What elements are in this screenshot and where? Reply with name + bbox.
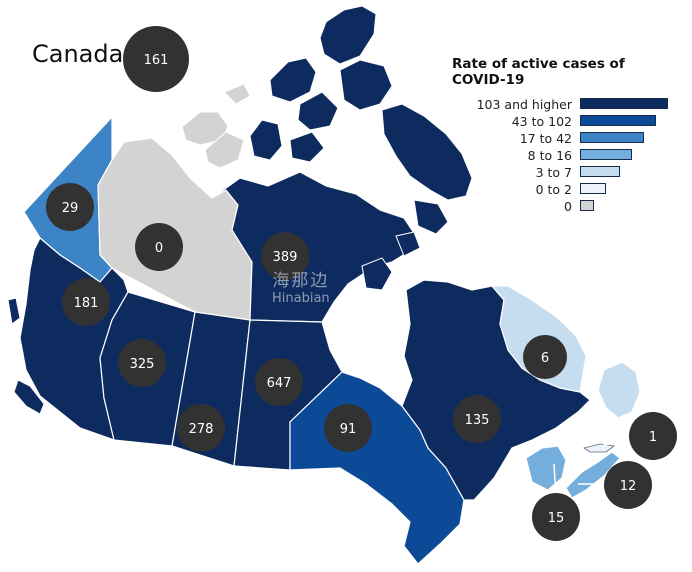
map-title: Canada: [32, 40, 124, 68]
badge-yukon-value: 29: [62, 201, 79, 216]
region-nunavut-island: [381, 103, 473, 201]
pei-leader-line: [601, 435, 633, 447]
badge-alberta[interactable]: 325: [118, 339, 166, 387]
badge-yukon[interactable]: 29: [46, 183, 94, 231]
legend-item: 43 to 102: [452, 113, 682, 130]
legend-item-label: 103 and higher: [476, 97, 572, 112]
region-british-columbia-island: [13, 379, 45, 415]
region-nunavut-island: [269, 57, 317, 103]
badge-quebec[interactable]: 135: [453, 395, 501, 443]
legend-item-label: 17 to 42: [519, 131, 572, 146]
region-nunavut-island: [249, 119, 283, 161]
badge-nova-scotia[interactable]: 12: [604, 461, 652, 509]
legend-item-label: 0 to 2: [535, 182, 572, 197]
badge-british-columbia-value: 181: [74, 296, 99, 311]
legend-item-label: 8 to 16: [527, 148, 572, 163]
badge-newfoundland-labrador[interactable]: 6: [523, 335, 567, 379]
badge-new-brunswick[interactable]: 15: [532, 493, 580, 541]
legend-item: 17 to 42: [452, 130, 682, 147]
legend-item-label: 3 to 7: [535, 165, 572, 180]
badge-saskatchewan[interactable]: 278: [177, 404, 225, 452]
legend-rows: 103 and higher 43 to 102 17 to 42 8 to 1…: [452, 96, 682, 215]
legend-item-swatch: [580, 183, 606, 194]
badge-british-columbia[interactable]: 181: [62, 278, 110, 326]
badge-new-brunswick-value: 15: [548, 511, 565, 526]
badge-northwest-territories-value: 0: [155, 241, 163, 256]
badge-saskatchewan-value: 278: [189, 422, 214, 437]
region-nova-scotia[interactable]: [565, 451, 621, 499]
badge-nova-scotia-value: 12: [620, 479, 637, 494]
legend-item: 8 to 16: [452, 147, 682, 164]
region-new-brunswick[interactable]: [525, 445, 567, 491]
badge-prince-edward-island-value: 1: [649, 430, 657, 445]
legend-item-swatch: [580, 98, 668, 109]
region-northwest-territories-island: [223, 83, 251, 105]
region-nunavut-island: [413, 199, 449, 235]
badge-nunavut[interactable]: 389: [261, 232, 309, 280]
region-northwest-territories-island: [204, 131, 245, 169]
legend-item-swatch: [580, 166, 620, 177]
region-newfoundland-island: [597, 361, 641, 419]
legend-item-label: 0: [564, 199, 572, 214]
legend: Rate of active cases of COVID-19 103 and…: [452, 56, 682, 215]
badge-newfoundland-labrador-value: 6: [541, 351, 549, 366]
badge-alberta-value: 325: [130, 357, 155, 372]
legend-item: 0: [452, 198, 682, 215]
badge-canada-value: 161: [144, 53, 169, 68]
region-nunavut-island: [319, 5, 377, 65]
badge-northwest-territories[interactable]: 0: [135, 223, 183, 271]
legend-item-swatch: [580, 132, 644, 143]
nb-leader-line: [553, 463, 557, 499]
region-nunavut-island: [297, 91, 339, 131]
region-nunavut-island: [289, 131, 325, 163]
region-nunavut-island: [395, 231, 421, 257]
badge-canada[interactable]: 161: [123, 26, 189, 92]
badge-manitoba[interactable]: 647: [255, 358, 303, 406]
badge-ontario-value: 91: [340, 422, 357, 437]
legend-item-swatch: [580, 115, 656, 126]
legend-item: 3 to 7: [452, 164, 682, 181]
region-british-columbia-island: [7, 297, 21, 325]
legend-item-label: 43 to 102: [511, 114, 572, 129]
region-nunavut-island: [361, 257, 393, 291]
legend-item-swatch: [580, 149, 632, 160]
legend-item: 103 and higher: [452, 96, 682, 113]
badge-ontario[interactable]: 91: [324, 404, 372, 452]
region-nunavut-island: [339, 59, 393, 111]
legend-item-swatch: [580, 200, 594, 211]
badge-nunavut-value: 389: [273, 250, 298, 265]
legend-item: 0 to 2: [452, 181, 682, 198]
badge-manitoba-value: 647: [267, 376, 292, 391]
region-nunavut[interactable]: [211, 171, 417, 323]
badge-quebec-value: 135: [465, 413, 490, 428]
legend-title-line-1: Rate of active cases of: [452, 56, 625, 72]
badge-prince-edward-island[interactable]: 1: [629, 412, 677, 460]
legend-title-line-2: COVID-19: [452, 72, 525, 88]
legend-title: Rate of active cases of COVID-19: [452, 56, 652, 88]
region-prince-edward-island[interactable]: [583, 443, 616, 453]
